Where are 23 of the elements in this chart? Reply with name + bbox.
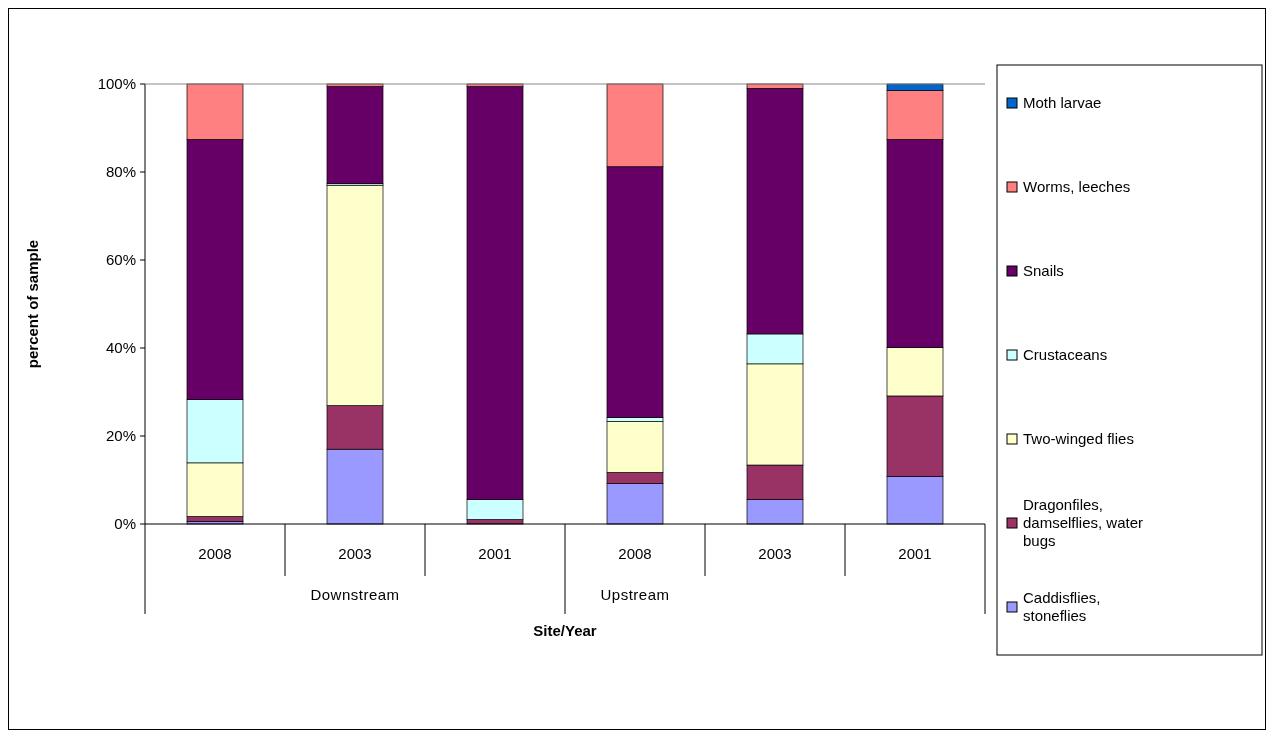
y-tick-label: 0% — [114, 515, 136, 533]
y-tick-label: 40% — [105, 339, 136, 357]
legend-label: Crustaceans — [1023, 346, 1108, 364]
x-tick-label: 2003 — [758, 545, 792, 562]
legend-label: Snails — [1023, 262, 1064, 280]
y-tick-label: 80% — [105, 163, 136, 181]
legend-label: Moth larvae — [1023, 94, 1102, 112]
y-tick-label: 20% — [105, 427, 136, 445]
x-tick-label: 2008 — [618, 545, 652, 562]
y-axis-title: percent of sample — [24, 239, 41, 369]
x-tick-label: 2003 — [338, 545, 372, 562]
legend-label: Caddisflies, stoneflies — [1023, 589, 1101, 625]
text: Downstream — [310, 586, 400, 603]
x-tick-label: 2001 — [478, 545, 512, 562]
x-axis-title: Site/Year — [533, 622, 597, 639]
x-tick-label: 2008 — [198, 545, 232, 562]
y-tick-label: 60% — [105, 251, 136, 269]
y-tick-label: 100% — [97, 75, 136, 93]
x-tick-label: 2001 — [898, 545, 932, 562]
legend-label: Two-winged flies — [1023, 430, 1134, 448]
text: Upstream — [600, 586, 670, 603]
legend-label: Dragonfiles, damselflies, water bugs — [1023, 496, 1144, 550]
legend-label: Worms, leeches — [1023, 178, 1131, 196]
